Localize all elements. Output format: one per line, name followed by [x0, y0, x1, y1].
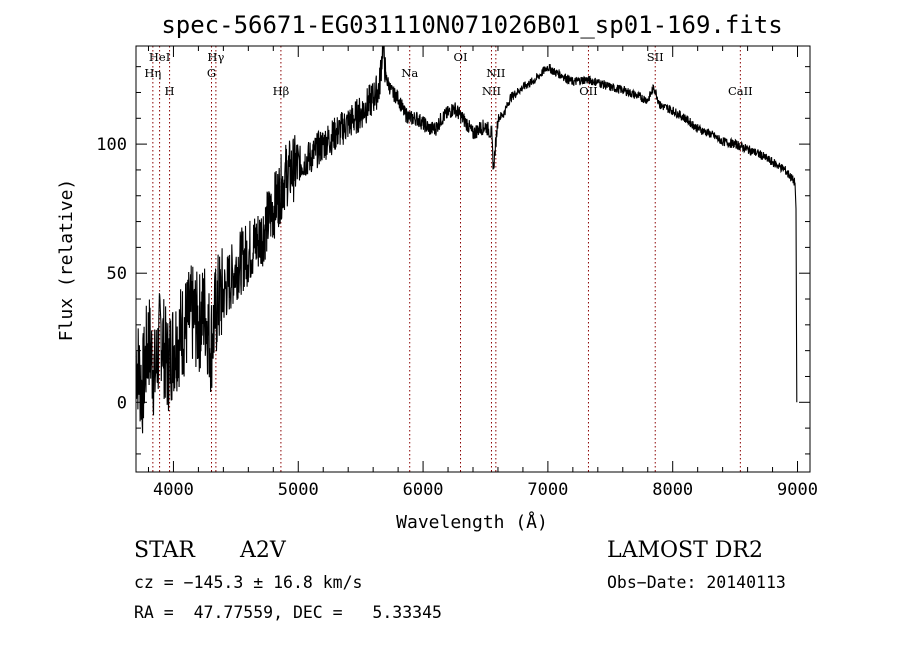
object-subclass: A2V	[240, 538, 286, 563]
x-tick-label: 9000	[777, 480, 818, 500]
x-tick-label: 4000	[153, 480, 194, 500]
x-tick-label: 7000	[527, 480, 568, 500]
spectral-line-label: NII	[486, 66, 505, 80]
spectral-line-label: NII	[482, 84, 501, 98]
survey-name: LAMOST DR2	[607, 538, 763, 563]
spectral-line-label: HeI	[149, 50, 170, 64]
spectral-line-label: H	[165, 84, 175, 98]
plot-frame	[135, 45, 811, 473]
spectral-line-label: G	[207, 66, 216, 80]
x-axis: 4000 5000 6000 7000 8000 9000	[147, 46, 818, 500]
x-tick-label: 6000	[403, 480, 444, 500]
spectral-line-label: OI	[454, 50, 468, 64]
y-tick-label: 50	[107, 264, 127, 284]
spectral-line-label: SII	[647, 50, 664, 64]
y-tick-label: 100	[96, 135, 127, 155]
spectral-line-labels: HeI Hη H Hγ G Hβ Na OI NII NII OII SII CaII	[144, 50, 752, 98]
spectral-line-label: Hη	[144, 66, 161, 80]
y-tick-label: 0	[117, 393, 127, 413]
spectrum-line	[135, 45, 798, 434]
x-tick-label: 8000	[652, 480, 693, 500]
spectral-line-label: Hβ	[273, 84, 290, 98]
object-class: STAR	[134, 538, 195, 563]
y-axis: 0 50 100	[96, 66, 810, 455]
spectral-line-label: Hγ	[207, 50, 224, 64]
y-axis-label: Flux (relative)	[56, 179, 77, 342]
spectral-line-label: CaII	[728, 84, 753, 98]
chart-title: spec-56671-EG031110N071026B01_sp01-169.f…	[161, 11, 782, 39]
x-axis-label: Wavelength (Å)	[396, 511, 548, 533]
x-tick-label: 5000	[278, 480, 319, 500]
spectral-line-markers	[152, 46, 741, 472]
observation-date: Obs−Date: 20140113	[607, 573, 786, 592]
spectral-line-label: OII	[579, 84, 598, 98]
radial-velocity: cz = −145.3 ± 16.8 km/s	[134, 573, 363, 592]
spectral-line-label: Na	[401, 66, 418, 80]
coordinates: RA = 47.77559, DEC = 5.33345	[134, 603, 442, 622]
